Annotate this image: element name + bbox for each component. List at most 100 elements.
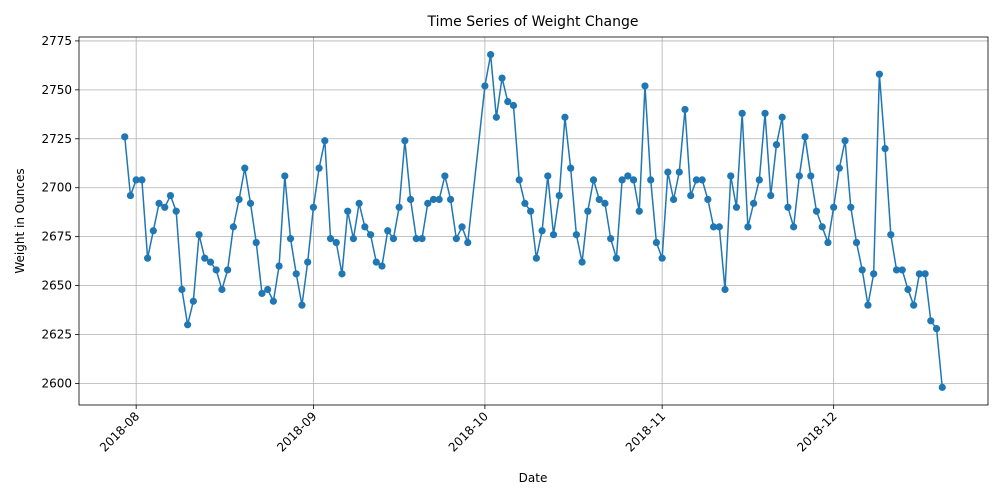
data-point bbox=[401, 137, 409, 145]
data-point bbox=[790, 223, 798, 231]
data-point bbox=[246, 199, 255, 207]
data-point bbox=[875, 70, 883, 78]
data-point bbox=[481, 82, 489, 90]
data-point bbox=[767, 191, 775, 200]
data-point bbox=[709, 223, 718, 231]
data-point bbox=[521, 199, 529, 207]
data-point bbox=[298, 301, 306, 309]
data-point bbox=[264, 285, 272, 294]
data-point bbox=[635, 207, 643, 215]
data-point bbox=[830, 203, 838, 211]
data-point bbox=[281, 172, 289, 180]
data-point bbox=[864, 301, 872, 309]
data-point bbox=[629, 176, 638, 184]
y-tick-label: 2675 bbox=[41, 230, 72, 244]
data-point bbox=[452, 235, 460, 243]
data-point bbox=[464, 238, 472, 247]
data-point bbox=[835, 164, 843, 172]
y-tick-label: 2725 bbox=[41, 132, 72, 146]
data-point bbox=[527, 207, 535, 215]
chart-title: Time Series of Weight Change bbox=[427, 14, 639, 30]
data-point bbox=[544, 172, 552, 180]
data-point bbox=[406, 195, 415, 204]
data-point bbox=[561, 113, 569, 121]
data-point bbox=[881, 144, 889, 153]
data-point bbox=[504, 97, 512, 106]
data-point bbox=[138, 176, 146, 184]
data-point bbox=[910, 301, 918, 309]
data-point bbox=[755, 176, 763, 184]
data-point bbox=[206, 258, 215, 266]
data-point bbox=[441, 172, 449, 180]
data-point bbox=[384, 227, 392, 235]
data-point bbox=[847, 203, 855, 211]
data-point bbox=[698, 176, 706, 184]
data-point bbox=[389, 235, 398, 243]
data-point bbox=[286, 235, 295, 243]
data-point bbox=[229, 223, 237, 231]
plot bbox=[121, 51, 946, 391]
data-point bbox=[549, 231, 558, 239]
data-point bbox=[218, 285, 226, 294]
data-point bbox=[126, 191, 135, 200]
data-point bbox=[269, 297, 277, 305]
grid bbox=[79, 37, 988, 405]
data-point bbox=[567, 164, 575, 172]
data-point bbox=[235, 195, 243, 204]
data-point bbox=[304, 258, 312, 266]
data-point bbox=[378, 262, 386, 270]
data-point bbox=[784, 203, 792, 211]
data-point bbox=[921, 270, 929, 278]
data-point bbox=[761, 109, 769, 117]
data-point bbox=[326, 235, 335, 243]
data-point bbox=[121, 133, 129, 141]
data-point bbox=[647, 176, 655, 184]
data-point bbox=[258, 289, 266, 298]
data-point bbox=[915, 270, 923, 278]
data-point bbox=[692, 176, 701, 184]
data-point bbox=[395, 203, 403, 211]
data-point bbox=[184, 321, 192, 329]
data-point bbox=[870, 270, 878, 278]
data-point bbox=[532, 254, 540, 262]
data-point bbox=[447, 195, 455, 204]
x-axis-label: Date bbox=[519, 471, 548, 485]
data-point bbox=[795, 172, 803, 180]
data-point bbox=[927, 317, 935, 325]
data-point bbox=[166, 191, 175, 200]
data-point bbox=[538, 227, 546, 235]
data-point bbox=[704, 195, 712, 204]
data-point bbox=[555, 191, 563, 200]
data-point bbox=[195, 231, 203, 239]
data-point bbox=[201, 254, 209, 262]
data-point bbox=[812, 207, 821, 215]
data-point bbox=[824, 238, 832, 247]
data-point bbox=[904, 285, 912, 294]
y-axis-label: Weight in Ounces bbox=[13, 168, 27, 273]
data-point bbox=[669, 195, 678, 204]
y-tick-label: 2700 bbox=[41, 181, 72, 195]
data-point bbox=[687, 191, 695, 200]
y-tick-label: 2600 bbox=[41, 376, 72, 390]
y-tick-label: 2775 bbox=[41, 34, 72, 48]
data-point bbox=[852, 238, 861, 247]
data-point bbox=[589, 176, 598, 184]
data-point bbox=[332, 238, 340, 247]
data-point bbox=[315, 164, 323, 172]
data-point bbox=[487, 51, 495, 59]
data-point bbox=[858, 266, 866, 274]
data-point bbox=[618, 176, 626, 184]
data-point bbox=[418, 235, 426, 243]
data-point bbox=[681, 105, 689, 114]
data-point bbox=[584, 207, 592, 215]
data-point bbox=[612, 254, 620, 262]
data-point bbox=[212, 266, 220, 274]
data-point bbox=[738, 109, 746, 117]
data-point bbox=[675, 168, 683, 176]
data-point bbox=[458, 223, 466, 231]
data-point bbox=[509, 101, 518, 110]
data-point bbox=[178, 285, 186, 294]
data-point bbox=[807, 172, 815, 180]
data-point bbox=[818, 223, 826, 231]
data-point bbox=[498, 74, 506, 82]
